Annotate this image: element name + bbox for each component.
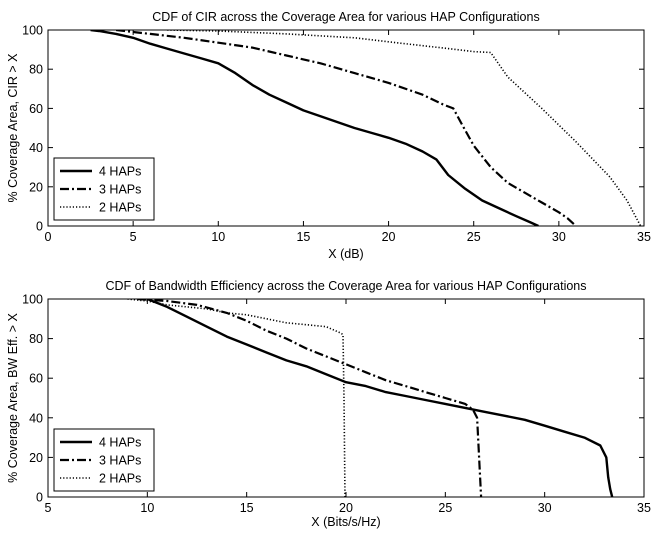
series-line-3-haps	[137, 299, 483, 497]
legend: 4 HAPs 3 HAPs 2 HAPs	[53, 157, 155, 221]
series-line-2-haps	[167, 30, 642, 226]
y-tick-label: 100	[22, 293, 43, 307]
series-line-2-haps	[127, 299, 346, 497]
y-tick-label: 0	[36, 491, 43, 505]
x-tick-label: 35	[637, 230, 651, 244]
x-tick-label: 25	[438, 501, 452, 515]
series-line-4-haps	[146, 299, 614, 497]
y-tick-label: 80	[29, 332, 43, 346]
legend-entry: 2 HAPs	[99, 201, 141, 215]
y-tick-label: 60	[29, 372, 43, 386]
x-tick-label: 10	[211, 230, 225, 244]
legend-entry: 4 HAPs	[99, 165, 141, 179]
x-tick-label: 25	[467, 230, 481, 244]
series-line-4-haps	[90, 30, 539, 226]
x-tick-label: 10	[140, 501, 154, 515]
y-tick-label: 40	[29, 411, 43, 425]
x-axis-label: X (dB)	[328, 247, 363, 261]
y-tick-label: 100	[22, 24, 43, 38]
chart-panel-1: CDF of CIR across the Coverage Area for …	[6, 10, 651, 261]
chart-panel-2: CDF of Bandwidth Efficiency across the C…	[6, 279, 651, 529]
y-axis-label: % Coverage Area, CIR > X	[6, 53, 20, 203]
x-axis-label: X (Bits/s/Hz)	[311, 515, 380, 529]
x-tick-label: 15	[296, 230, 310, 244]
x-tick-label: 20	[339, 501, 353, 515]
y-tick-label: 0	[36, 220, 43, 234]
legend-entry: 3 HAPs	[99, 454, 141, 468]
y-tick-label: 20	[29, 180, 43, 194]
series-line-3-haps	[115, 30, 577, 226]
legend-box	[53, 428, 155, 492]
x-tick-label: 5	[130, 230, 137, 244]
x-tick-label: 0	[45, 230, 52, 244]
legend-entry: 2 HAPs	[99, 472, 141, 486]
x-tick-label: 35	[637, 501, 651, 515]
legend-box	[53, 157, 155, 221]
y-tick-label: 80	[29, 63, 43, 77]
legend-entry: 4 HAPs	[99, 436, 141, 450]
legend-entry: 3 HAPs	[99, 183, 141, 197]
x-tick-label: 15	[240, 501, 254, 515]
legend: 4 HAPs 3 HAPs 2 HAPs	[53, 428, 155, 492]
y-axis-label: % Coverage Area, BW Eff. > X	[6, 313, 20, 483]
x-tick-label: 30	[538, 501, 552, 515]
x-tick-label: 20	[382, 230, 396, 244]
y-tick-label: 40	[29, 141, 43, 155]
y-tick-label: 60	[29, 102, 43, 116]
chart-title: CDF of CIR across the Coverage Area for …	[152, 10, 539, 24]
x-tick-label: 30	[552, 230, 566, 244]
y-tick-label: 20	[29, 451, 43, 465]
x-tick-label: 5	[45, 501, 52, 515]
chart-title: CDF of Bandwidth Efficiency across the C…	[105, 279, 586, 293]
plot-frame	[47, 29, 645, 227]
